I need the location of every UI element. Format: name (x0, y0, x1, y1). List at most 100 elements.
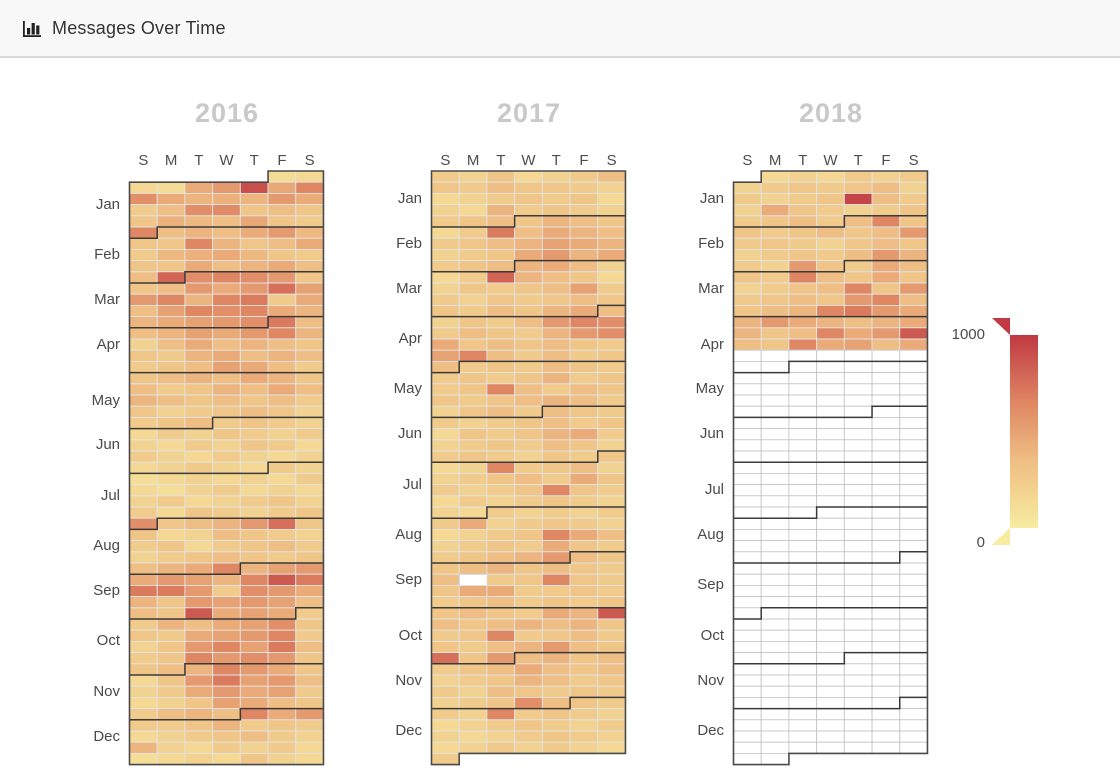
day-cell (733, 562, 762, 575)
day-cell (514, 719, 543, 732)
month-label: Apr (96, 335, 120, 353)
day-cell (843, 271, 873, 284)
day-cell (816, 517, 845, 530)
day-cell (816, 528, 845, 542)
day-cell (514, 506, 543, 519)
day-cell (899, 708, 928, 721)
day-cell (541, 472, 571, 486)
day-cell (267, 584, 297, 598)
day-cell (486, 338, 516, 351)
month-labels: Jan Feb Mar Apr May Jun Jul Aug Sep Oct Nov Dec (76, 151, 124, 777)
day-cell (760, 304, 790, 318)
day-cell (788, 428, 818, 441)
day-cell (184, 360, 214, 374)
day-cell (486, 394, 516, 407)
day-cell (541, 696, 571, 710)
day-cell (458, 696, 488, 710)
month-label: Mar (396, 279, 422, 297)
day-cell (129, 472, 158, 486)
day-cell (871, 394, 901, 407)
day-cell (760, 394, 790, 407)
day-cell (212, 327, 241, 340)
day-cell (760, 752, 790, 766)
month-label: Nov (93, 682, 120, 700)
day-cell (760, 170, 790, 183)
day-cell (569, 640, 599, 654)
day-cell (569, 517, 599, 530)
day-cell (295, 338, 324, 351)
day-cell (156, 752, 186, 766)
day-cell (788, 461, 818, 474)
day-cell (788, 416, 818, 430)
month-boundary (129, 562, 324, 575)
day-cell (597, 450, 626, 463)
day-cell (184, 562, 214, 575)
day-cell (843, 607, 873, 620)
page-title: Messages Over Time (52, 17, 226, 38)
day-cell (267, 450, 297, 463)
day-cell (597, 708, 626, 721)
day-cell (458, 248, 488, 262)
day-cell (788, 584, 818, 598)
day-cell (212, 730, 241, 743)
day-cell (788, 528, 818, 542)
month-boundary (431, 304, 626, 318)
day-cell (156, 192, 186, 206)
day-cell (760, 573, 790, 586)
day-cell (733, 629, 762, 642)
day-cell (156, 652, 186, 665)
day-cell (431, 461, 460, 474)
day-cell (267, 327, 297, 340)
month-label: Jan (95, 195, 120, 213)
day-cell (733, 596, 762, 609)
day-cell (458, 640, 488, 654)
day-cell (212, 293, 241, 306)
day-cell (156, 528, 186, 542)
day-cell (788, 439, 818, 452)
day-cell (816, 618, 845, 631)
day-cell (486, 349, 516, 362)
day-cell (295, 461, 324, 474)
day-cell (295, 495, 324, 508)
day-cell (569, 360, 599, 374)
day-cell (899, 327, 928, 340)
day-cell (871, 428, 901, 441)
month-boundary (129, 663, 324, 676)
day-cell (184, 517, 214, 530)
month-label: Feb (396, 234, 422, 252)
day-cell (514, 607, 543, 620)
day-cell (129, 663, 158, 676)
day-cell (843, 573, 873, 586)
day-cell (871, 226, 901, 239)
dow-header: S (742, 152, 752, 169)
day-cell (514, 248, 543, 262)
day-cell (295, 450, 324, 463)
day-cell (760, 495, 790, 508)
day-cell (514, 271, 543, 284)
day-cell (816, 405, 845, 418)
day-cell (788, 674, 818, 687)
day-cell (514, 170, 543, 183)
day-cell (733, 338, 762, 351)
day-cell (129, 260, 158, 273)
day-cell (514, 428, 543, 441)
day-cell (267, 640, 297, 654)
day-cell (295, 192, 324, 206)
day-cell (458, 584, 488, 598)
day-cell (514, 383, 543, 396)
day-cell (788, 618, 818, 631)
day-cell (514, 461, 543, 474)
day-cell (184, 719, 214, 732)
day-cell (899, 540, 928, 553)
day-cell (184, 428, 214, 441)
day-cell (843, 618, 873, 631)
day-cell (156, 640, 186, 654)
day-cell (239, 372, 269, 385)
day-cell (212, 226, 241, 239)
day-cell (541, 360, 571, 374)
day-cell (212, 663, 241, 676)
day-cell (733, 372, 762, 385)
legend-gradient-bar (1010, 335, 1038, 528)
calendar-border (430, 170, 627, 766)
day-cell (267, 517, 297, 530)
